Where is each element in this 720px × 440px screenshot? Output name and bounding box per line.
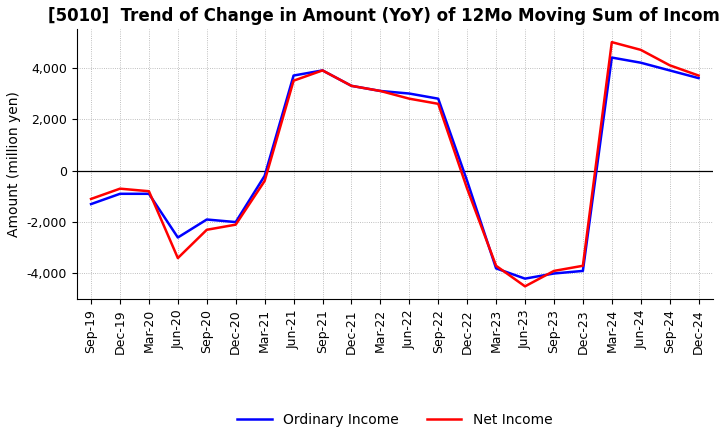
Line: Ordinary Income: Ordinary Income [91, 58, 698, 279]
Line: Net Income: Net Income [91, 42, 698, 286]
Net Income [174, 256, 182, 261]
Net Income [116, 186, 125, 191]
Legend: Ordinary Income, Net Income: Ordinary Income, Net Income [232, 407, 558, 433]
Net Income [347, 83, 356, 88]
Net Income [261, 178, 269, 183]
Ordinary Income [665, 68, 674, 73]
Ordinary Income [347, 83, 356, 88]
Ordinary Income [202, 217, 211, 222]
Ordinary Income [636, 60, 645, 65]
Net Income [549, 268, 558, 274]
Net Income [636, 47, 645, 52]
Ordinary Income [289, 73, 298, 78]
Net Income [318, 68, 327, 73]
Ordinary Income [145, 191, 153, 196]
Title: [5010]  Trend of Change in Amount (YoY) of 12Mo Moving Sum of Incomes: [5010] Trend of Change in Amount (YoY) o… [48, 7, 720, 25]
Net Income [608, 40, 616, 45]
Ordinary Income [405, 91, 413, 96]
Ordinary Income [549, 271, 558, 276]
Ordinary Income [231, 220, 240, 225]
Ordinary Income [261, 173, 269, 179]
Ordinary Income [694, 76, 703, 81]
Ordinary Income [434, 96, 443, 101]
Ordinary Income [608, 55, 616, 60]
Ordinary Income [579, 268, 588, 274]
Net Income [86, 196, 95, 202]
Ordinary Income [116, 191, 125, 196]
Ordinary Income [174, 235, 182, 240]
Net Income [665, 62, 674, 68]
Net Income [202, 227, 211, 232]
Ordinary Income [318, 68, 327, 73]
Ordinary Income [463, 178, 472, 183]
Net Income [579, 263, 588, 268]
Ordinary Income [492, 266, 500, 271]
Net Income [145, 189, 153, 194]
Ordinary Income [521, 276, 529, 281]
Net Income [492, 263, 500, 268]
Ordinary Income [86, 202, 95, 207]
Net Income [405, 96, 413, 101]
Net Income [694, 73, 703, 78]
Net Income [521, 284, 529, 289]
Net Income [289, 78, 298, 83]
Net Income [376, 88, 384, 94]
Net Income [434, 101, 443, 106]
Y-axis label: Amount (million yen): Amount (million yen) [7, 92, 21, 237]
Ordinary Income [376, 88, 384, 94]
Net Income [463, 186, 472, 191]
Net Income [231, 222, 240, 227]
